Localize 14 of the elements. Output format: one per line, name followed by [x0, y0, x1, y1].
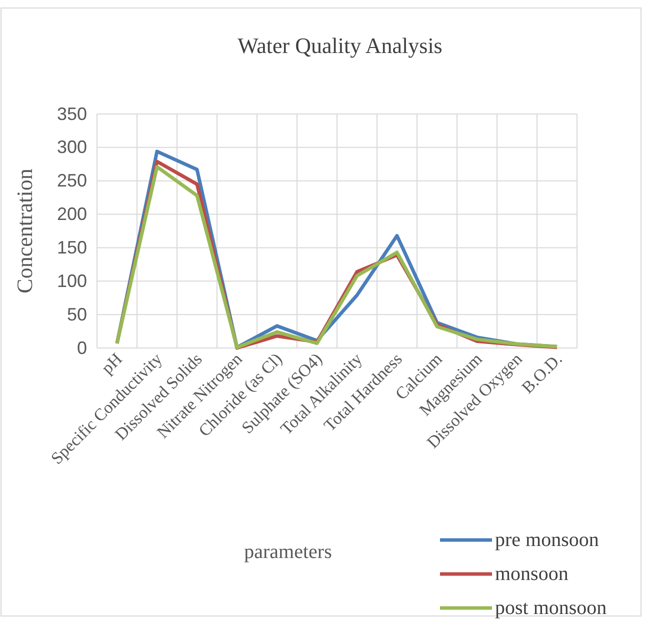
- y-tick-label: 100: [56, 270, 87, 291]
- y-tick-label: 350: [56, 104, 87, 124]
- x-axis-title: parameters: [244, 541, 332, 563]
- legend-label: pre monsoon: [495, 529, 599, 551]
- y-tick-label: 200: [56, 204, 87, 224]
- y-tick-label: 150: [56, 237, 87, 258]
- legend-label: post monsoon: [495, 597, 607, 619]
- chart-title: Water Quality Analysis: [238, 33, 442, 58]
- y-tick-label: 300: [56, 137, 87, 158]
- legend-label: monsoon: [495, 563, 568, 585]
- y-tick-label: 250: [56, 170, 87, 191]
- y-tick-label: 0: [76, 338, 87, 358]
- y-tick-label: 50: [66, 304, 87, 324]
- y-axis-title: Concentration: [12, 168, 37, 294]
